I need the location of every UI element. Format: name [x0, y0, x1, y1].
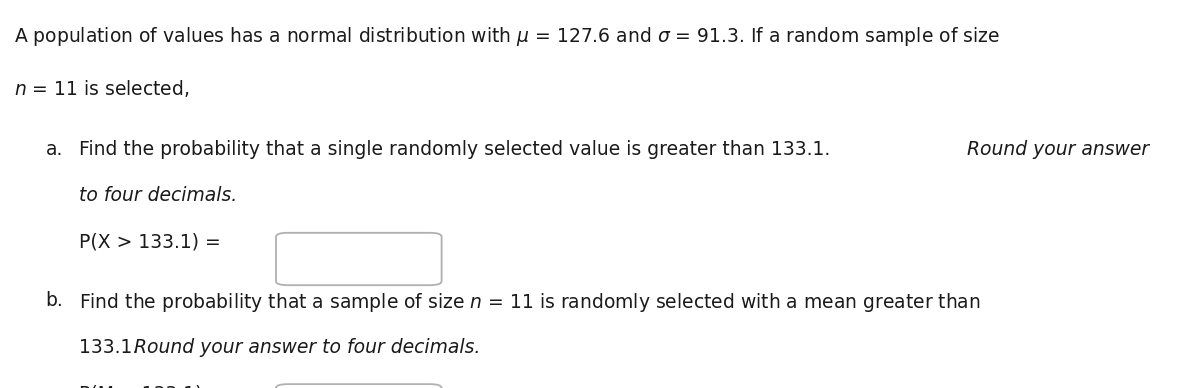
Text: Round your answer to four decimals.: Round your answer to four decimals.	[134, 338, 481, 357]
Text: Find the probability that a single randomly selected value is greater than 133.1: Find the probability that a single rando…	[79, 140, 836, 159]
Text: P(M > 133.1) =: P(M > 133.1) =	[79, 384, 224, 388]
FancyBboxPatch shape	[276, 233, 442, 285]
Text: Find the probability that a sample of size $n$ = 11 is randomly selected with a : Find the probability that a sample of si…	[79, 291, 980, 314]
FancyBboxPatch shape	[276, 384, 442, 388]
Text: 133.1.: 133.1.	[79, 338, 144, 357]
Text: Round your answer: Round your answer	[967, 140, 1150, 159]
Text: b.: b.	[46, 291, 64, 310]
Text: a.: a.	[46, 140, 62, 159]
Text: $n$ = 11 is selected,: $n$ = 11 is selected,	[14, 78, 190, 99]
Text: to four decimals.: to four decimals.	[79, 186, 238, 205]
Text: P(X > 133.1) =: P(X > 133.1) =	[79, 233, 221, 252]
Text: A population of values has a normal distribution with $\mu$ = 127.6 and $\sigma$: A population of values has a normal dist…	[14, 25, 1001, 48]
